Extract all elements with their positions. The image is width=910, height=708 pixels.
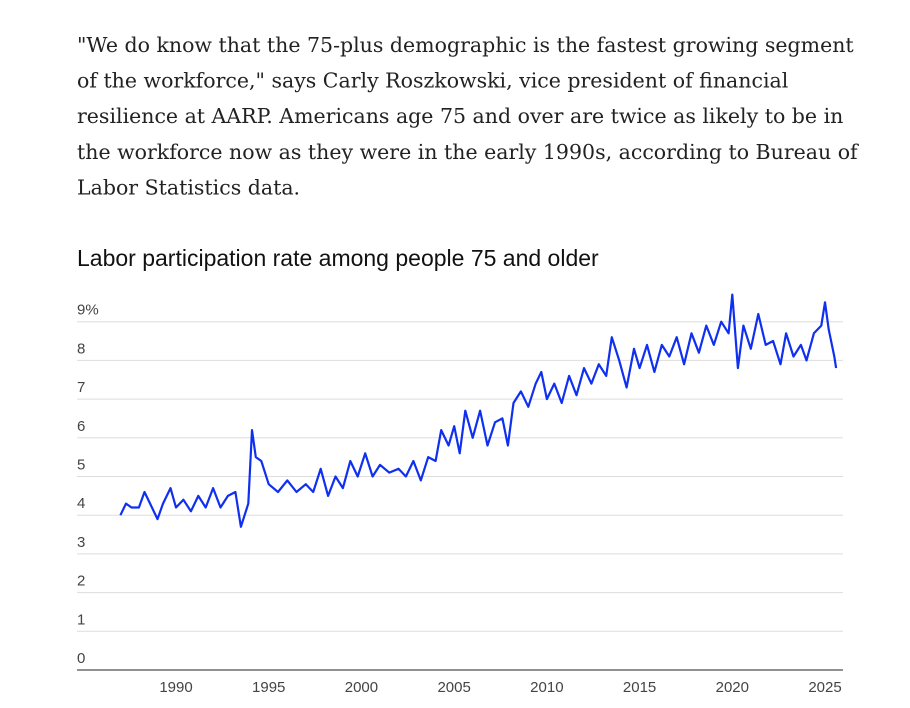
y-tick-label: 9% xyxy=(77,302,99,319)
y-tick-label: 8 xyxy=(77,340,85,357)
line-series xyxy=(119,293,838,528)
x-tick-label: 1995 xyxy=(252,679,285,696)
y-tick-label: 4 xyxy=(77,495,85,512)
paragraph-line: the workforce now as they were in the ea… xyxy=(77,140,859,164)
y-tick-label: 3 xyxy=(77,534,85,551)
x-tick-label: 2020 xyxy=(716,679,749,696)
chart-title: Labor participation rate among people 75… xyxy=(77,245,599,271)
paragraph: "We do know that the 75-plus demographic… xyxy=(77,33,859,199)
y-tick-label: 2 xyxy=(77,573,85,590)
x-tick-label: 2005 xyxy=(437,679,470,696)
x-tick-label: 2015 xyxy=(623,679,656,696)
x-tick-label: 1990 xyxy=(159,679,192,696)
paragraph-line: "We do know that the 75-plus demographic… xyxy=(77,33,854,57)
y-tick-label: 6 xyxy=(77,418,85,435)
paragraph-line: Labor Statistics data. xyxy=(77,175,300,199)
x-tick-label: 2025 xyxy=(808,679,841,696)
y-tick-label: 0 xyxy=(77,650,85,667)
y-tick-label: 7 xyxy=(77,379,85,396)
paragraph-line: resilience at AARP. Americans age 75 and… xyxy=(77,104,843,128)
x-tick-label: 2000 xyxy=(345,679,378,696)
paragraph-line: of the workforce," says Carly Roszkowski… xyxy=(77,69,788,93)
y-tick-label: 5 xyxy=(77,457,85,474)
y-tick-label: 1 xyxy=(77,611,85,628)
x-tick-label: 2010 xyxy=(530,679,563,696)
